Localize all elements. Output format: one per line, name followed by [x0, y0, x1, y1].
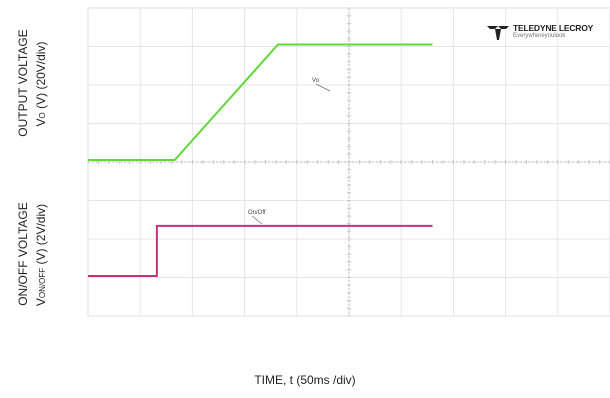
logo-tagline: Everywhereyoulook	[513, 33, 566, 39]
vo-subscript: O	[38, 112, 47, 119]
x-axis-label: TIME, t (50ms /div)	[254, 373, 356, 387]
trace-label-leader	[315, 83, 331, 92]
trace-label-vo: Vo	[312, 78, 320, 84]
y-axis-label-vo-scale: VO (V) (20V/div)	[34, 9, 50, 159]
von-subscript: ON/OFF	[38, 267, 47, 299]
vo-symbol: V	[34, 118, 48, 127]
vo-scale: (V) (20V/div)	[34, 41, 48, 113]
trace-vo	[88, 43, 433, 161]
vonoff-scale: (V) (2V/div)	[34, 203, 48, 268]
teledyne-logo-icon	[487, 26, 509, 40]
trace-label-leader	[251, 215, 263, 225]
y-axis-label-output-voltage: OUTPUT VOLTAGE	[16, 29, 30, 137]
teledyne-lecroy-logo: TELEDYNE LECROY Everywhereyoulook	[487, 22, 605, 44]
trace-label-on-off: On/Off	[248, 210, 266, 216]
y-axis-label-onoff-voltage: ON/OFF VOLTAGE	[16, 202, 30, 306]
trace-on-off	[88, 224, 433, 277]
von-symbol: V	[34, 298, 48, 307]
logo-name: TELEDYNE LECROY	[513, 23, 594, 33]
y-axis-label-vonoff-scale: VON/OFF (V) (2V/div)	[34, 180, 50, 330]
